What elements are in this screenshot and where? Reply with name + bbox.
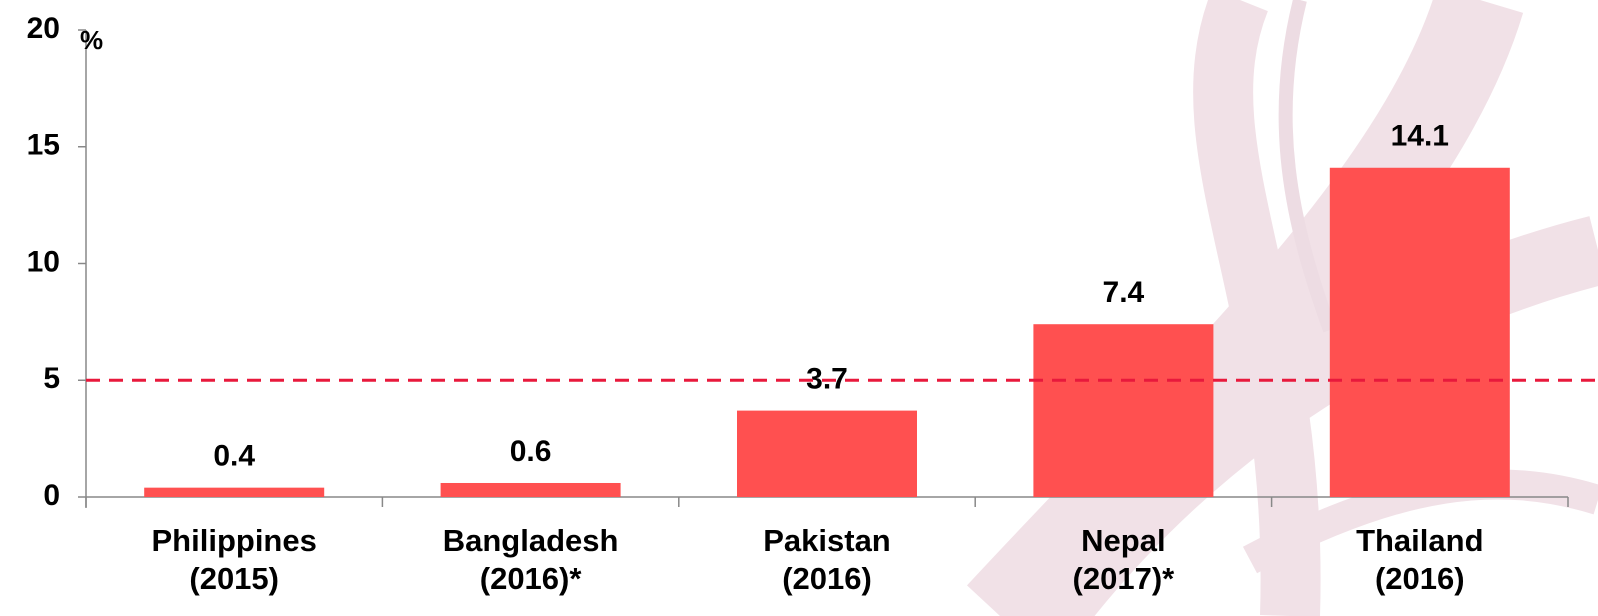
y-tick-label: 5	[43, 362, 60, 395]
bar	[1330, 168, 1510, 497]
page: % 051015200.40.63.77.414.1 (() => { cons…	[0, 0, 1598, 616]
value-label: 14.1	[1391, 120, 1449, 153]
value-label: 0.6	[510, 435, 552, 468]
bar	[441, 483, 621, 497]
x-tick-label: Thailand (2016)	[1280, 522, 1560, 598]
x-tick-label: Philippines (2015)	[94, 522, 374, 598]
bar	[737, 411, 917, 497]
x-tick-label: Pakistan (2016)	[687, 522, 967, 598]
x-tick-label: Bangladesh (2016)*	[391, 522, 671, 598]
y-tick-label: 20	[27, 12, 60, 45]
x-tick-label: Nepal (2017)*	[983, 522, 1263, 598]
value-label: 7.4	[1103, 276, 1145, 309]
y-tick-label: 15	[27, 129, 60, 162]
y-tick-label: 0	[43, 479, 60, 512]
value-label: 0.4	[213, 440, 255, 473]
bar	[144, 488, 324, 497]
bar	[1033, 324, 1213, 497]
y-tick-label: 10	[27, 245, 60, 278]
